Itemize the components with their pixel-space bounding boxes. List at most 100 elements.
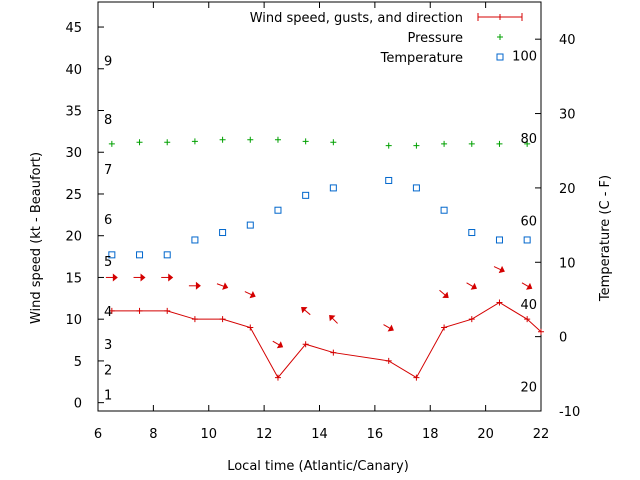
temperature-point bbox=[219, 229, 227, 237]
beaufort-label: 6 bbox=[104, 213, 112, 228]
arrow-head bbox=[301, 306, 308, 314]
axis-ticks: 6 8 10 12 14 16 18 20 22051015202530354045-10010… bbox=[65, 2, 580, 442]
y-left-tick-label: 30 bbox=[65, 146, 82, 161]
temperature-point bbox=[302, 191, 310, 199]
pressure-point bbox=[164, 139, 171, 146]
fahrenheit-label: 40 bbox=[520, 298, 537, 313]
arrow-head bbox=[140, 273, 146, 282]
temperature-point bbox=[329, 184, 337, 192]
pressure-point bbox=[108, 140, 115, 147]
y-left-tick-label: 45 bbox=[65, 21, 82, 36]
arrow-head bbox=[387, 324, 394, 332]
wind-direction-arrow bbox=[383, 324, 394, 332]
pressure-point bbox=[524, 140, 531, 147]
legend: Wind speed, gusts, and direction Pressur… bbox=[250, 11, 523, 66]
wind-speed-point bbox=[274, 374, 281, 381]
beaufort-label: 5 bbox=[104, 255, 112, 270]
y-left-tick-label: 0 bbox=[74, 397, 82, 412]
legend-sample-pressure bbox=[497, 34, 503, 40]
wind-direction-arrow bbox=[244, 290, 256, 299]
pressure-point bbox=[191, 138, 198, 145]
arrow-head bbox=[276, 341, 284, 349]
wind-speed-point bbox=[385, 357, 392, 364]
legend-label-pressure: Pressure bbox=[407, 31, 463, 46]
y-left-tick-label: 15 bbox=[65, 271, 82, 286]
pressure-point bbox=[247, 136, 254, 143]
pressure-point bbox=[468, 140, 475, 147]
temperature-point bbox=[108, 251, 116, 259]
fahrenheit-label: 60 bbox=[520, 215, 537, 230]
wind-direction-arrow bbox=[329, 314, 338, 324]
wind-speed-point bbox=[468, 316, 475, 323]
pressure-point bbox=[330, 139, 337, 146]
wind-speed-point bbox=[219, 316, 226, 323]
x-tick-label: 22 bbox=[533, 427, 550, 442]
y-right-tick-label: 20 bbox=[559, 182, 576, 197]
arrow-head bbox=[222, 282, 229, 290]
series-layer bbox=[105, 136, 544, 381]
wind-speed-point bbox=[524, 316, 531, 323]
y-axis-label-right: Temperature (C - F) bbox=[598, 175, 613, 302]
wind-speed-point bbox=[413, 374, 420, 381]
x-tick-label: 14 bbox=[311, 427, 328, 442]
y-left-tick-label: 25 bbox=[65, 188, 82, 203]
fahrenheit-label: 20 bbox=[520, 380, 537, 395]
y-right-tick-label: 30 bbox=[559, 108, 576, 123]
wind-speed-point bbox=[441, 324, 448, 331]
arrow-head bbox=[329, 314, 336, 322]
temperature-point bbox=[440, 206, 448, 214]
temperature-point bbox=[191, 236, 199, 244]
y-left-tick-label: 20 bbox=[65, 230, 82, 245]
y-right-tick-label: -10 bbox=[559, 405, 580, 420]
wind-direction-arrow bbox=[216, 282, 229, 290]
fahrenheit-label: 100 bbox=[512, 50, 537, 65]
wind-direction-arrow bbox=[161, 273, 174, 282]
y-axis-label-left: Wind speed (kt - Beaufort) bbox=[29, 152, 44, 324]
plot-frame bbox=[97, 1, 542, 412]
wind-direction-arrow bbox=[439, 289, 449, 298]
pressure-point bbox=[274, 136, 281, 143]
temperature-point bbox=[495, 236, 503, 244]
beaufort-label: 7 bbox=[104, 163, 112, 178]
x-tick-label: 10 bbox=[200, 427, 217, 442]
pressure-point bbox=[413, 142, 420, 149]
wind-speed-point bbox=[538, 328, 544, 335]
x-tick-label: 6 bbox=[94, 427, 102, 442]
pressure-point bbox=[385, 142, 392, 149]
temperature-point bbox=[163, 251, 171, 259]
pressure-point bbox=[441, 140, 448, 147]
wind-direction-arrow bbox=[521, 282, 533, 290]
pressure-point bbox=[219, 136, 226, 143]
legend-sample-wind-marker bbox=[497, 14, 503, 20]
pressure-point bbox=[136, 139, 143, 146]
pressure-point bbox=[496, 140, 503, 147]
arrow-head bbox=[168, 273, 174, 282]
x-axis-label: Local time (Atlantic/Canary) bbox=[227, 459, 409, 474]
temperature-point bbox=[468, 229, 476, 237]
wind-speed-point bbox=[302, 341, 309, 348]
wind-direction-arrow bbox=[105, 273, 118, 282]
arrow-head bbox=[249, 290, 256, 299]
wind-speed-point bbox=[330, 349, 337, 356]
arrow-head bbox=[195, 281, 201, 290]
wind-direction-arrow bbox=[301, 306, 311, 316]
y-left-tick-label: 40 bbox=[65, 63, 82, 78]
temperature-point bbox=[412, 184, 420, 192]
legend-sample-temperature bbox=[496, 53, 504, 61]
wind-direction-arrow bbox=[272, 340, 284, 349]
beaufort-label: 9 bbox=[104, 54, 112, 69]
wind-direction-arrow bbox=[493, 265, 505, 274]
wind-direction-arrow bbox=[466, 282, 477, 290]
x-tick-label: 12 bbox=[256, 427, 273, 442]
temperature-point bbox=[136, 251, 144, 259]
wind-speed-point bbox=[164, 307, 171, 314]
pressure-point bbox=[302, 138, 309, 145]
beaufort-label: 2 bbox=[104, 363, 112, 378]
beaufort-label: 4 bbox=[104, 305, 112, 320]
wind-direction-arrow bbox=[188, 281, 201, 290]
y-right-tick-label: 10 bbox=[559, 256, 576, 271]
x-tick-label: 16 bbox=[367, 427, 384, 442]
x-tick-label: 18 bbox=[422, 427, 439, 442]
x-tick-label: 20 bbox=[477, 427, 494, 442]
